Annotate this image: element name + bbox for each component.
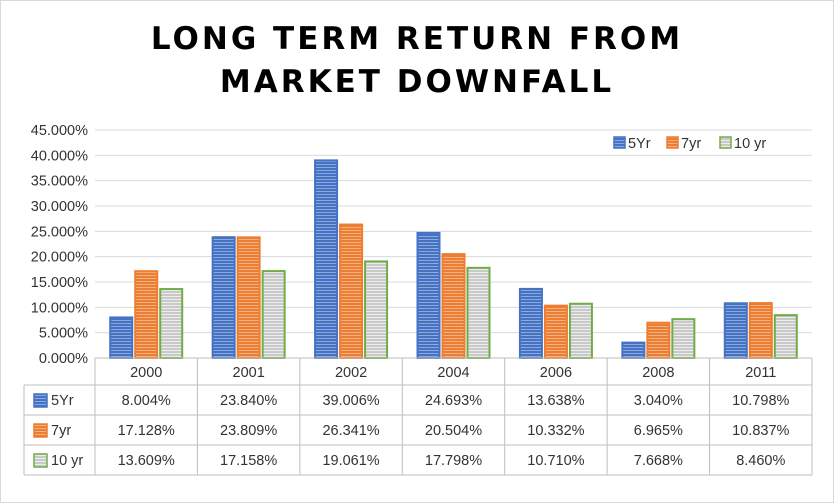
legend-label: 5Yr bbox=[628, 136, 651, 152]
table-cell-value: 8.004% bbox=[122, 393, 171, 409]
x-category-label: 2006 bbox=[540, 365, 572, 381]
y-axis-ticks: 0.000% 5.000% 10.000% 15.000% 20.000% 25.000%… bbox=[31, 123, 88, 367]
bar-10yr-2011 bbox=[773, 314, 798, 359]
table-series-name: 5Yr bbox=[51, 393, 74, 409]
bar-10yr-2008 bbox=[671, 318, 696, 360]
bar-10yr-2006 bbox=[568, 302, 593, 359]
bar-10yr-2000 bbox=[159, 288, 184, 359]
y-tick-label: 5.000% bbox=[39, 326, 88, 342]
table-cell-value: 6.965% bbox=[634, 423, 683, 439]
bar-7yr-2000 bbox=[134, 270, 159, 360]
bar-7yr-2011 bbox=[748, 302, 773, 359]
y-tick-label: 30.000% bbox=[31, 199, 88, 215]
legend-key bbox=[719, 136, 732, 149]
table-cell-value: 23.840% bbox=[220, 393, 277, 409]
bars bbox=[109, 159, 798, 360]
table-cell-value: 24.693% bbox=[425, 393, 482, 409]
legend: 5Yr 7yr 10 yr bbox=[613, 136, 766, 152]
legend-key bbox=[666, 136, 679, 149]
legend-key bbox=[613, 136, 626, 149]
x-category-label: 2008 bbox=[642, 365, 674, 381]
x-category-label: 2002 bbox=[335, 365, 367, 381]
table-cell-value: 8.460% bbox=[736, 453, 785, 469]
y-tick-label: 20.000% bbox=[31, 250, 88, 266]
x-category-label: 2004 bbox=[437, 365, 469, 381]
bar-7yr-2004 bbox=[441, 253, 466, 359]
table-cell-value: 13.609% bbox=[118, 453, 175, 469]
y-tick-label: 15.000% bbox=[31, 275, 88, 291]
table-cell-value: 20.504% bbox=[425, 423, 482, 439]
bar-7yr-2008 bbox=[646, 321, 671, 359]
table-series-name: 7yr bbox=[51, 423, 71, 439]
table-cell-value: 3.040% bbox=[634, 393, 683, 409]
table-cell-value: 17.158% bbox=[220, 453, 277, 469]
x-category-label: 2011 bbox=[745, 365, 776, 381]
y-tick-label: 45.000% bbox=[31, 123, 88, 139]
table-cell-value: 26.341% bbox=[322, 423, 379, 439]
bar-5yr-2001 bbox=[211, 236, 236, 359]
bar-5yr-2000 bbox=[109, 316, 134, 360]
table-cell-value: 10.332% bbox=[527, 423, 584, 439]
y-tick-label: 40.000% bbox=[31, 148, 88, 164]
chart-title: LONG TERM RETURN FROM MARKET DOWNFALL bbox=[150, 21, 684, 100]
table-cell-value: 17.128% bbox=[118, 423, 175, 439]
bar-10yr-2001 bbox=[261, 270, 286, 359]
bar-5yr-2004 bbox=[416, 231, 441, 359]
legend-label: 7yr bbox=[681, 136, 701, 152]
table-series-name: 10 yr bbox=[51, 453, 83, 469]
table-cell-value: 10.710% bbox=[527, 453, 584, 469]
table-cell-value: 39.006% bbox=[322, 393, 379, 409]
table-cell-value: 13.638% bbox=[527, 393, 584, 409]
y-tick-label: 25.000% bbox=[31, 224, 88, 240]
table-legend-key bbox=[33, 393, 48, 408]
table-legend-key bbox=[33, 423, 48, 438]
table-cell-value: 23.809% bbox=[220, 423, 277, 439]
y-tick-label: 0.000% bbox=[39, 351, 88, 367]
bar-5yr-2008 bbox=[621, 341, 646, 359]
bar-5yr-2011 bbox=[723, 302, 748, 359]
bar-10yr-2004 bbox=[466, 266, 491, 359]
bar-5yr-2006 bbox=[518, 287, 543, 359]
bar-5yr-2002 bbox=[314, 159, 339, 359]
bar-7yr-2002 bbox=[339, 223, 364, 359]
y-tick-label: 10.000% bbox=[31, 300, 88, 316]
table-legend-key bbox=[33, 453, 48, 468]
data-table: 2000 2001 2002 2004 2006 2008 2011 5Yr 8.004% 23.… bbox=[23, 357, 813, 476]
bar-10yr-2002 bbox=[364, 260, 389, 359]
legend-label: 10 yr bbox=[734, 136, 766, 152]
table-cell-value: 19.061% bbox=[322, 453, 379, 469]
bar-7yr-2006 bbox=[543, 304, 568, 360]
table-cell-value: 10.798% bbox=[732, 393, 789, 409]
bar-7yr-2001 bbox=[236, 236, 261, 359]
y-tick-label: 35.000% bbox=[31, 174, 88, 190]
table-cell-value: 10.837% bbox=[732, 423, 789, 439]
table-cell-value: 17.798% bbox=[425, 453, 482, 469]
x-category-label: 2001 bbox=[233, 365, 265, 381]
x-category-label: 2000 bbox=[130, 365, 162, 381]
table-cell-value: 7.668% bbox=[634, 453, 683, 469]
